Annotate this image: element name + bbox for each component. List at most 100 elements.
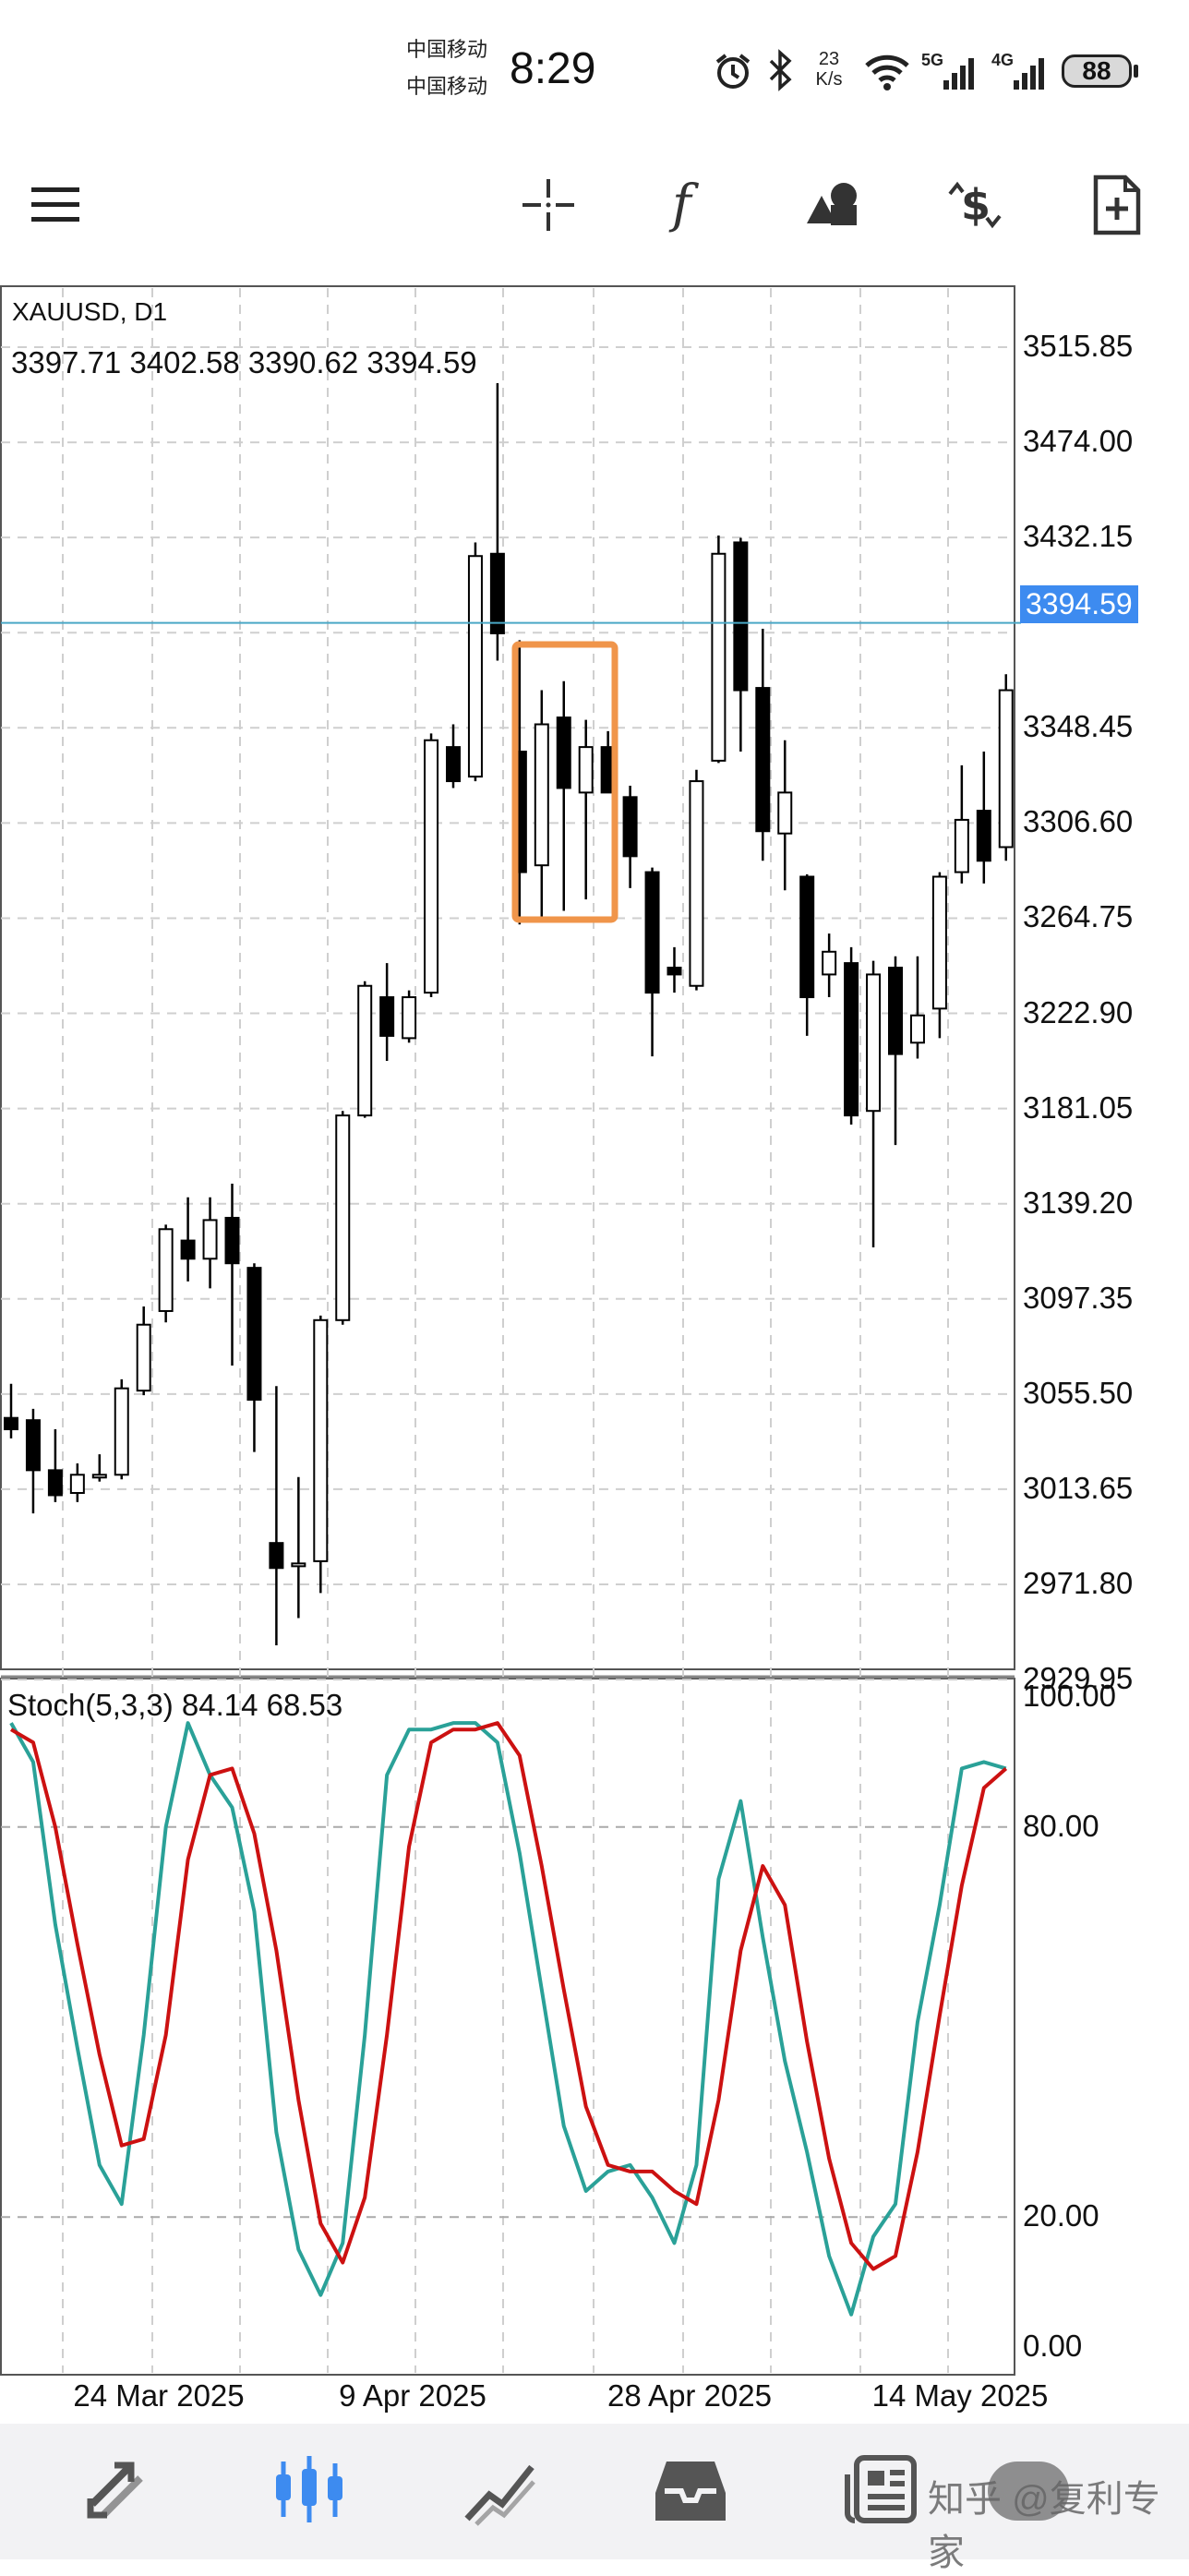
battery-indicator: 88 [1062,54,1132,88]
price-axis-label: 3097.35 [1023,1280,1134,1315]
chart-area[interactable] [0,284,1189,2399]
candle-down [25,1419,41,1472]
candle-up [534,723,549,867]
candle-up [202,1219,218,1260]
carrier-2: 中国移动 [406,75,488,98]
price-axis-label: 3139.20 [1023,1185,1134,1220]
candle-up [866,973,882,1113]
candle-down [755,687,771,833]
candle-up [357,984,373,1117]
price-axis-label: 3013.65 [1023,1470,1134,1505]
date-axis-label: 24 Mar 2025 [73,2378,245,2413]
candle-down [844,962,859,1117]
candle-down [180,1239,196,1260]
alarm-icon [713,51,753,91]
candle-down [269,1542,284,1570]
new-order-icon[interactable] [1080,168,1154,242]
candle-up [689,780,704,987]
price-axis: 3515.85 3474.00 3432.15 3348.45 3306.60 3264.… [1023,0,1189,2401]
net-speed-value: 23 [818,49,840,69]
candle-up [954,818,969,873]
candle-down [888,967,903,1055]
price-axis-label: 3348.45 [1023,709,1134,744]
wifi-icon [863,51,911,91]
signal-4g-icon: 4G [991,51,1052,91]
signal-5g-icon: 5G [921,51,982,91]
stochastic-panel-frame [0,1678,1015,2376]
signal-4g-label: 4G [991,51,1015,69]
candle-down [224,1216,240,1265]
trade-icon[interactable]: $ [938,168,1012,242]
candle-up [424,739,439,994]
chart-symbol-label: XAUUSD, D1 [12,297,168,326]
nav-chart-icon[interactable] [270,2450,348,2528]
svg-text:$: $ [961,180,991,230]
candle-down [622,796,638,858]
stochastic-d-line [9,1721,1008,2271]
price-axis-label: 3306.60 [1023,804,1134,839]
candle-down [246,1267,262,1402]
battery-tip [1134,65,1138,78]
date-axis-label: 9 Apr 2025 [339,2378,486,2413]
stochastic-k-line [9,1721,1007,2317]
date-axis-label: 14 May 2025 [871,2378,1049,2413]
candle-up [402,996,417,1040]
date-axis-label: 28 Apr 2025 [607,2378,772,2413]
menu-icon[interactable] [18,168,92,242]
candle-up [711,552,727,762]
chart-ohlc-label: 3397.71 3402.58 3390.62 3394.59 [11,345,477,379]
price-axis-label: 3264.75 [1023,899,1134,934]
candle-up [998,689,1014,849]
price-axis-label: 3222.90 [1023,994,1134,1029]
price-axis-label: 3055.50 [1023,1375,1134,1410]
candle-up [114,1387,129,1476]
indicators-icon[interactable]: f [654,168,727,242]
bluetooth-icon [766,49,794,91]
watermark-logo-icon [988,2462,1069,2521]
candle-down [976,810,991,862]
candle-up [467,555,483,778]
candle-up [578,746,594,794]
stochastic-axis-label: 0.00 [1023,2329,1083,2363]
candle-down [556,716,571,789]
price-axis-label: 3515.85 [1023,329,1134,363]
stochastic-label: Stoch(5,3,3) 84.14 68.53 [7,1688,343,1722]
price-axis-label: 3474.00 [1023,424,1134,459]
carrier-1: 中国移动 [406,38,488,61]
candlestick-chart[interactable] [0,284,1189,2399]
candle-up [69,1474,85,1494]
candle-up [909,1014,925,1044]
highlight-box [511,641,619,923]
nav-quotes-icon[interactable] [79,2454,153,2528]
price-axis-label: 3181.05 [1023,1089,1134,1125]
candle-down [667,967,682,976]
price-axis-label: 2971.80 [1023,1566,1134,1600]
net-speed-unit: K/s [815,69,843,90]
candle-up [335,1114,351,1321]
candle-down [47,1469,63,1497]
candle-down [4,1416,18,1431]
crosshair-icon[interactable] [511,168,585,242]
candle-up [158,1228,174,1312]
date-axis: 24 Mar 2025 9 Apr 2025 28 Apr 2025 14 May 2… [73,2378,1049,2413]
nav-news-icon[interactable] [844,2452,921,2526]
candle-down [733,541,749,692]
nav-history-icon[interactable] [652,2456,729,2526]
candle-down [799,875,815,999]
watermark-text: 知乎 @复利专家 [928,2479,1160,2573]
candle-down [489,552,505,634]
price-panel-frame [0,285,1015,1670]
stochastic-axis: 100.00 80.00 20.00 0.00 [1023,0,1189,2401]
candle-up [291,1562,306,1568]
nav-trade-icon[interactable] [462,2454,539,2528]
stochastic-axis-label: 100.00 [1023,1679,1116,1713]
candle-up [822,950,837,976]
clock: 8:29 [510,44,596,93]
candle-down [446,746,461,783]
stochastic-axis-label: 80.00 [1023,1808,1099,1843]
candle-up [777,791,793,835]
candle-up [931,875,947,1010]
objects-icon[interactable] [796,168,870,242]
candle-up [136,1323,151,1392]
current-price-tag: 3394.59 [1020,585,1138,623]
